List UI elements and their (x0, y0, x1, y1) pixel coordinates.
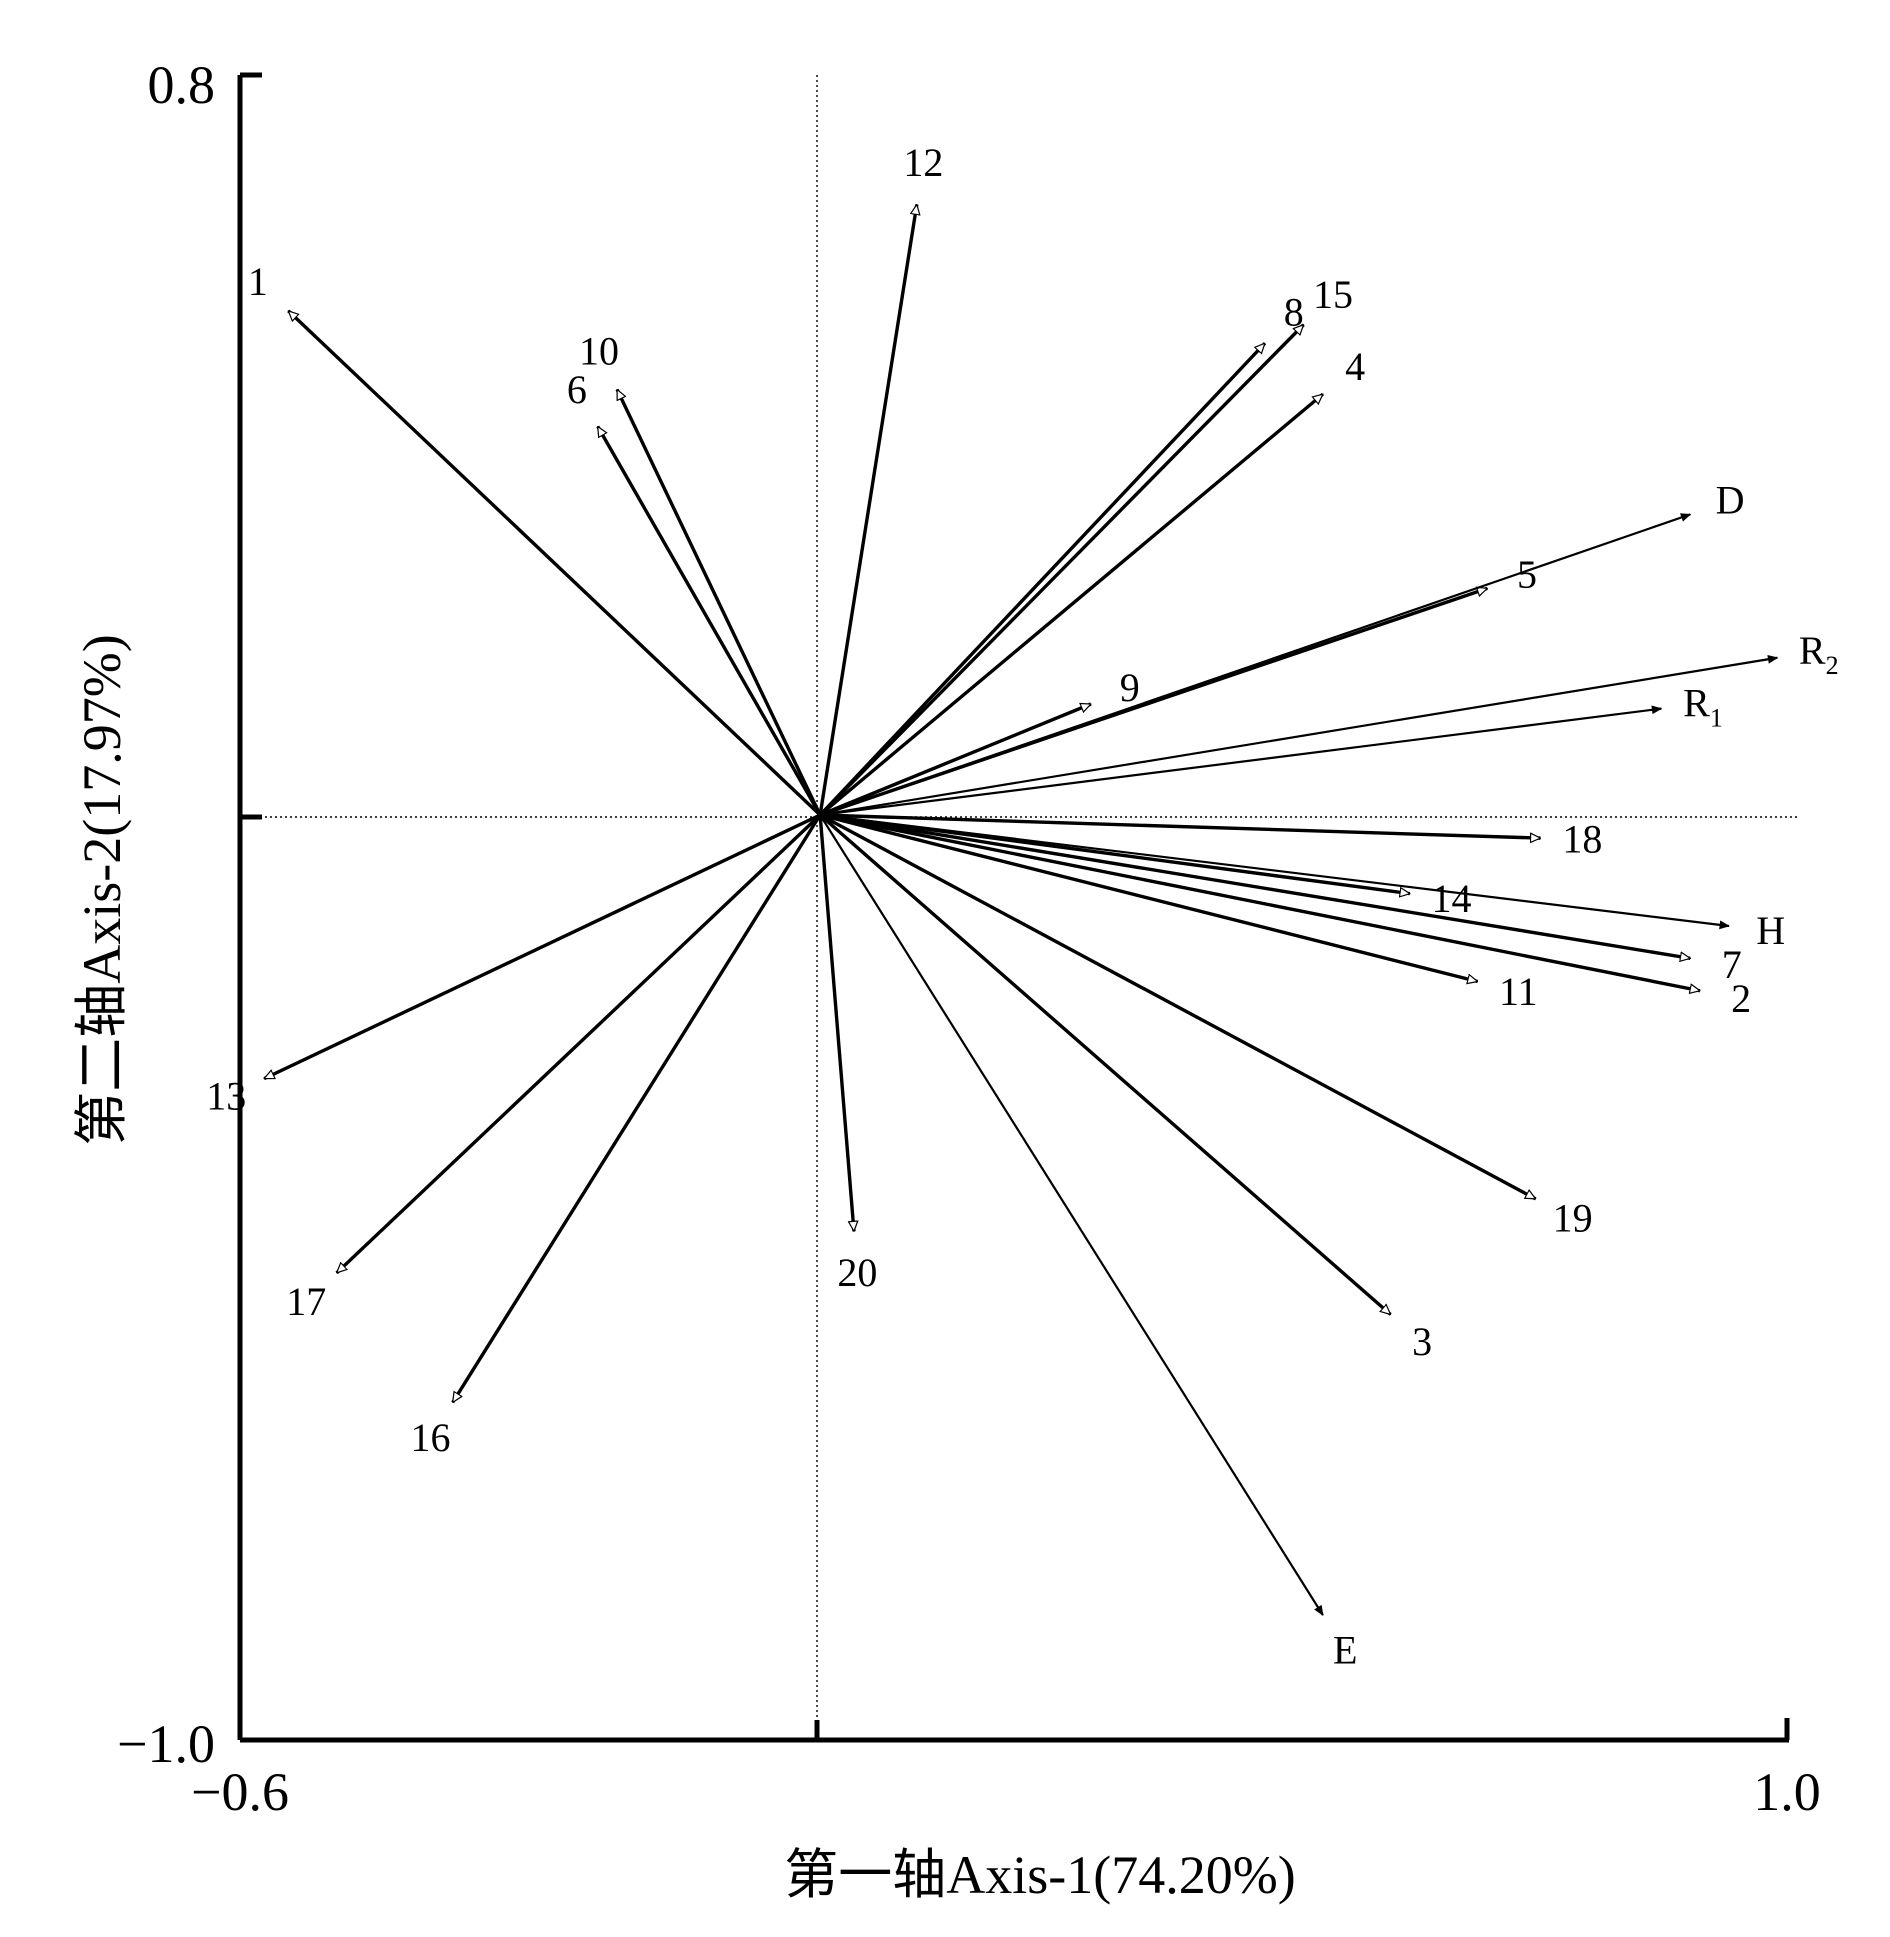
sample-vector-13 (264, 813, 821, 1081)
sample-vector-17 (335, 813, 822, 1275)
y-tick-label-top: 0.8 (148, 55, 216, 115)
x-axis-title: 第一轴Axis-1(74.20%) (784, 1845, 1295, 1905)
sample-vector-10 (615, 390, 822, 816)
env-label-r1: R1 (1683, 680, 1723, 732)
sample-label-18: 18 (1562, 816, 1602, 861)
env-label-h: H (1756, 908, 1785, 953)
sample-vector-8 (818, 342, 1267, 817)
env-label-e: E (1333, 1628, 1357, 1673)
sample-vector-20 (818, 814, 854, 1231)
env-label-r2: R2 (1799, 628, 1839, 680)
sample-vector-2 (819, 813, 1700, 991)
y-tick-label-bottom: −1.0 (117, 1714, 215, 1774)
sample-vector-15 (818, 323, 1305, 817)
sample-label-10: 10 (579, 329, 619, 374)
sample-label-8: 8 (1284, 290, 1304, 335)
sample-vector-3 (819, 813, 1392, 1316)
sample-label-4: 4 (1345, 344, 1365, 389)
sample-vector-12 (818, 205, 917, 816)
sample-label-9: 9 (1120, 665, 1140, 710)
sample-label-15: 15 (1313, 272, 1353, 317)
sample-vector-16 (451, 814, 822, 1402)
sample-vector-4 (819, 392, 1323, 817)
env-vector-e (819, 814, 1324, 1615)
x-tick-label-left: −0.6 (191, 1762, 289, 1822)
env-label-d: D (1716, 478, 1745, 523)
sample-label-5: 5 (1517, 552, 1537, 597)
sample-label-2: 2 (1731, 976, 1751, 1021)
env-vector-r1 (819, 709, 1661, 817)
sample-label-13: 13 (206, 1074, 246, 1119)
y-axis-title: 第二轴Axis-2(17.97%) (72, 634, 132, 1145)
sample-vector-7 (819, 813, 1690, 958)
x-tick-label-right: 1.0 (1753, 1762, 1821, 1822)
sample-label-14: 14 (1432, 876, 1472, 921)
sample-label-17: 17 (286, 1279, 326, 1324)
sample-vector-19 (819, 813, 1535, 1201)
sample-label-19: 19 (1553, 1196, 1593, 1241)
sample-label-3: 3 (1412, 1319, 1432, 1364)
sample-label-6: 6 (567, 367, 587, 412)
sample-label-11: 11 (1499, 969, 1538, 1014)
sample-label-7: 7 (1722, 942, 1742, 987)
sample-vector-6 (596, 427, 822, 816)
sample-label-12: 12 (903, 140, 943, 185)
sample-label-20: 20 (837, 1250, 877, 1295)
env-vector-r2 (819, 658, 1777, 817)
sample-label-16: 16 (410, 1415, 450, 1460)
sample-label-1: 1 (248, 259, 268, 304)
sample-vector-1 (287, 309, 822, 817)
sample-vector-9 (819, 702, 1091, 817)
env-vector-d (819, 514, 1690, 817)
env-vector-h (819, 813, 1729, 926)
sample-vector-18 (820, 813, 1540, 838)
sample-vector-11 (819, 813, 1477, 982)
